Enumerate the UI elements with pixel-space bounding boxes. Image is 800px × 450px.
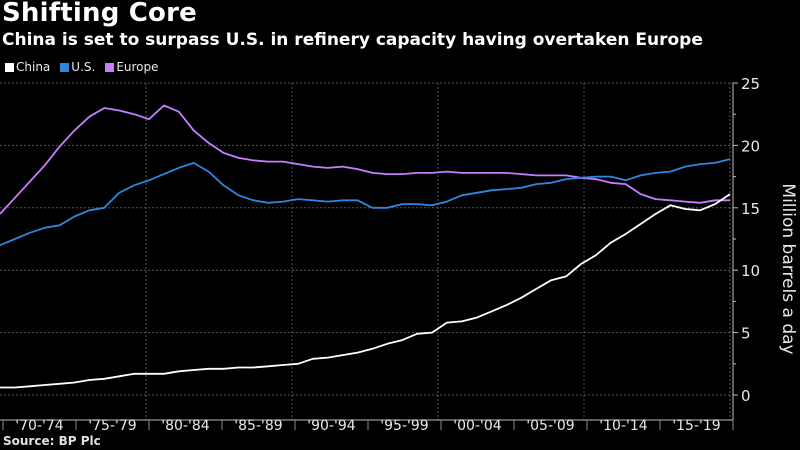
legend: China U.S. Europe <box>5 60 159 74</box>
y-tick-label: 5 <box>741 325 751 343</box>
legend-item-us: U.S. <box>60 60 95 74</box>
y-tick-label: 15 <box>741 200 760 218</box>
source-note: Source: BP Plc <box>3 434 101 448</box>
legend-item-china: China <box>5 60 50 74</box>
x-tick-label: '75-'79 <box>88 418 136 434</box>
chart-subtitle: China is set to surpass U.S. in refinery… <box>2 30 703 50</box>
legend-swatch-us <box>60 62 70 72</box>
x-tick-label: '10-'14 <box>599 418 647 434</box>
y-tick-label: 25 <box>741 75 760 93</box>
x-tick-label: '00-'04 <box>453 418 501 434</box>
chart-title: Shifting Core <box>2 0 197 28</box>
legend-swatch-china <box>5 62 14 72</box>
x-tick-label: '05-'09 <box>526 418 574 434</box>
legend-label-china: China <box>16 60 51 74</box>
x-tick-label: '80-'84 <box>161 418 209 434</box>
legend-label-us: U.S. <box>71 60 96 74</box>
legend-swatch-europe <box>105 62 115 72</box>
x-tick-label: '70-'74 <box>15 418 63 434</box>
y-tick-label: 0 <box>741 387 751 405</box>
y-axis-label: Million barrels a day <box>778 183 798 354</box>
series-line-us <box>0 158 731 247</box>
x-tick-label: '85-'89 <box>234 418 282 434</box>
y-tick-label: 10 <box>741 262 760 280</box>
series-line-europe <box>0 104 730 215</box>
y-tick-label: 20 <box>741 137 760 155</box>
x-tick-label: '95-'99 <box>380 418 428 434</box>
legend-item-europe: Europe <box>105 60 159 74</box>
series-line-china <box>0 193 731 389</box>
x-tick-label: '90-'94 <box>307 418 355 434</box>
legend-label-europe: Europe <box>116 60 159 74</box>
x-tick-label: '15-'19 <box>672 418 720 434</box>
